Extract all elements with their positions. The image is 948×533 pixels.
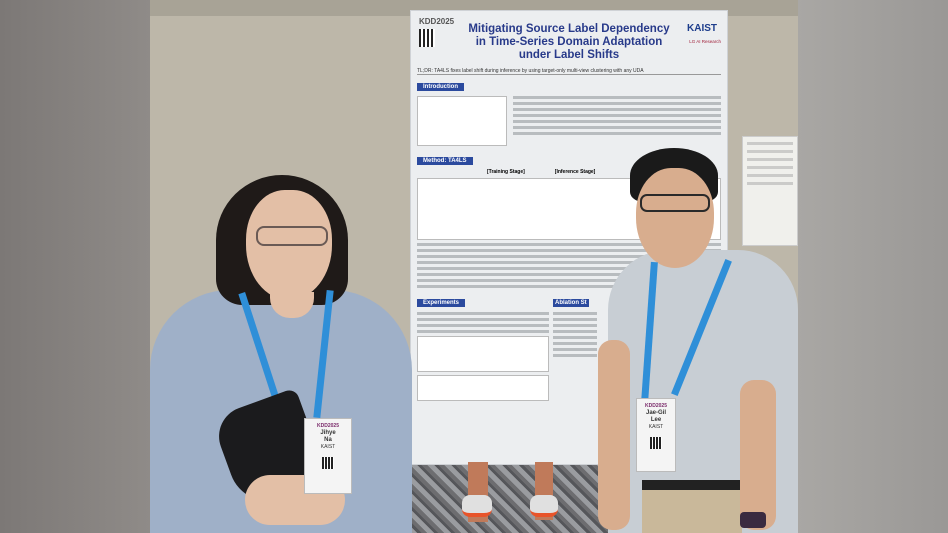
left-border xyxy=(0,0,150,533)
results-charts xyxy=(417,375,549,401)
kaist-logo: KAIST xyxy=(687,23,717,34)
title-line-2: in Time-Series Domain Adaptation under L… xyxy=(475,36,663,61)
man-trousers xyxy=(642,485,742,533)
kdd-logo: KDD2025 xyxy=(419,17,455,26)
man-arm-left xyxy=(598,340,630,530)
title-line-1: Mitigating Source Label Dependency xyxy=(468,23,670,35)
qr-code-icon xyxy=(419,29,435,47)
badge-last-name: Lee xyxy=(650,417,662,423)
inference-stage-label: [Inference Stage] xyxy=(554,169,596,175)
name-badge-jihye: KDD2025 Jihye Na KAIST xyxy=(304,418,352,494)
name-badge-jae-gil: KDD2025 Jae-Gil Lee KAIST xyxy=(636,398,676,472)
intro-figure xyxy=(417,96,507,146)
badge-last-name: Na xyxy=(324,437,332,443)
section-experiments: Experiments xyxy=(417,299,466,307)
section-ablation: Ablation St xyxy=(553,299,589,307)
man-arm-right xyxy=(740,380,776,530)
badge-qr-icon xyxy=(650,437,662,449)
poster-title: Mitigating Source Label Dependency in Ti… xyxy=(417,23,721,62)
badge-qr-icon xyxy=(322,457,334,469)
training-stage-label: [Training Stage] xyxy=(487,169,525,175)
lg-ai-logo: LG AI Research xyxy=(689,39,721,44)
man-belt xyxy=(642,480,742,490)
results-table xyxy=(417,336,549,372)
sneaker-right xyxy=(530,495,558,517)
smartwatch xyxy=(740,512,766,528)
badge-org: KAIST xyxy=(320,444,336,450)
badge-event: KDD2025 xyxy=(317,423,339,429)
photo: KDD2025 KAIST LG AI Research Mitigating … xyxy=(150,0,798,533)
tldr: TL;DR: TA4LS fixes label shift during in… xyxy=(417,68,721,75)
section-introduction: Introduction xyxy=(417,83,464,91)
badge-org: KAIST xyxy=(648,424,664,430)
side-poster xyxy=(742,136,798,246)
sneaker-left xyxy=(462,495,492,517)
badge-first-name: Jihye xyxy=(320,430,336,436)
badge-first-name: Jae-Gil xyxy=(645,410,666,416)
woman-glasses xyxy=(256,226,328,246)
man-glasses xyxy=(640,194,710,212)
right-border xyxy=(798,0,948,533)
section-method: Method: TA4LS xyxy=(417,157,473,165)
badge-event: KDD2025 xyxy=(645,403,667,409)
man-face xyxy=(636,168,714,268)
